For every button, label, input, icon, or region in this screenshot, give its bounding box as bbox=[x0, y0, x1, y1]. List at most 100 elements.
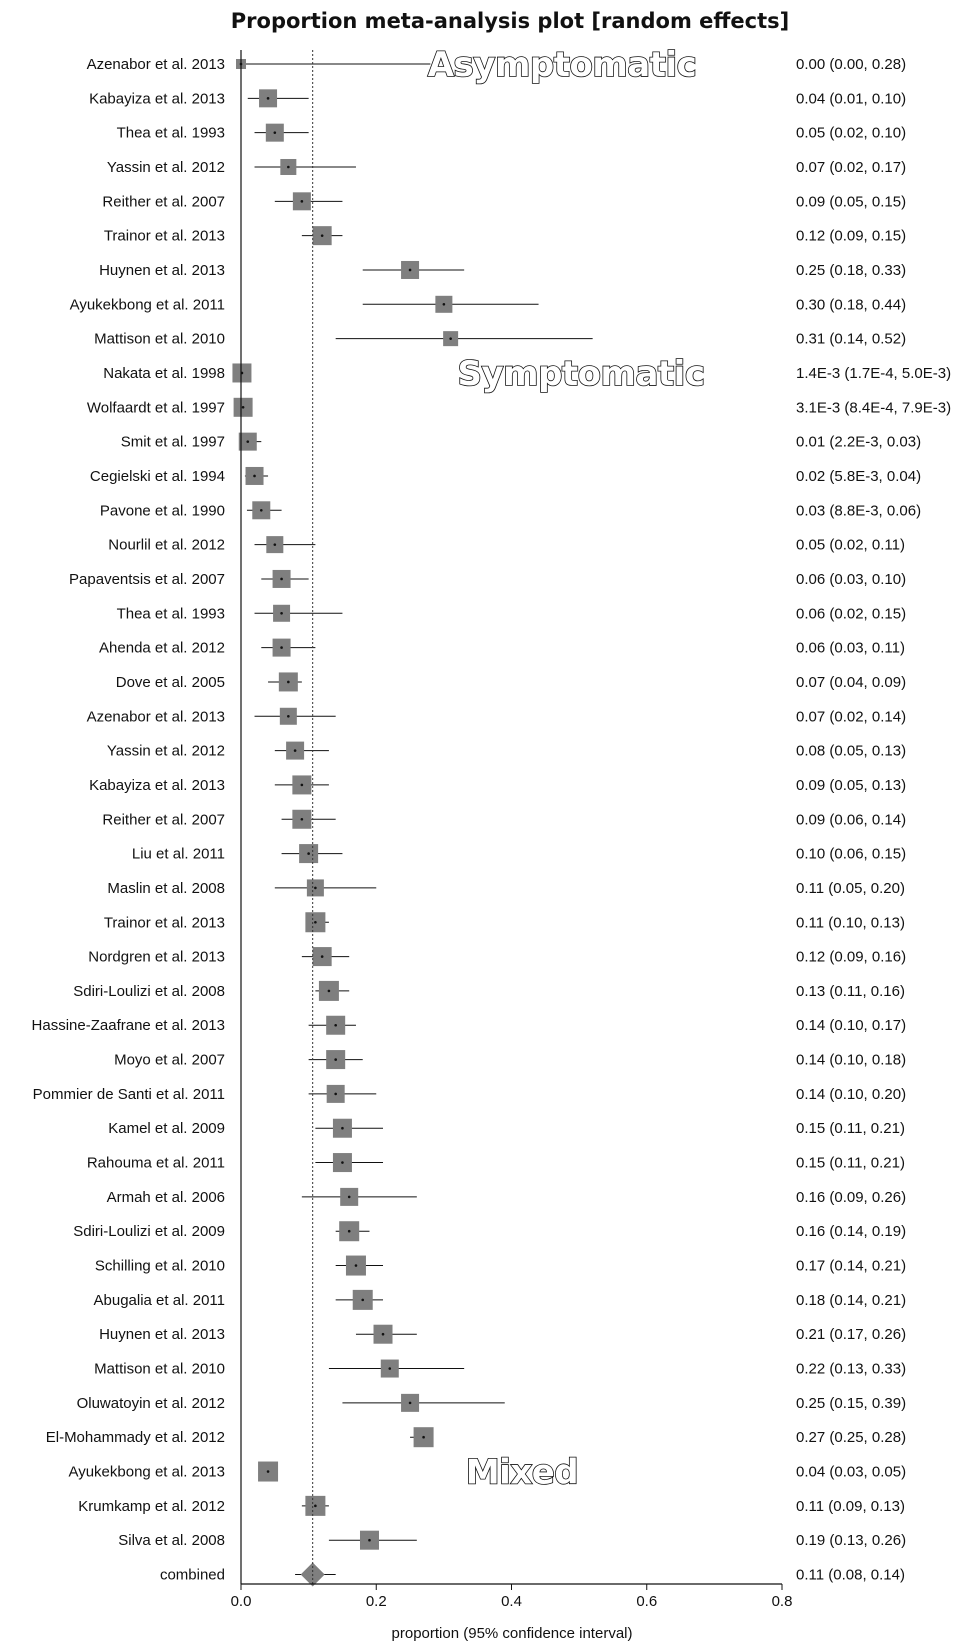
study-row: Armah et al. 2006 0.16 (0.09, 0.26) bbox=[107, 1187, 906, 1206]
point-center bbox=[241, 406, 245, 409]
point-center bbox=[314, 1504, 317, 1508]
study-name: Ahenda et al. 2012 bbox=[99, 640, 225, 657]
study-row: Thea et al. 1993 0.05 (0.02, 0.10) bbox=[117, 123, 906, 142]
estimate-label: 1.4E-3 (1.7E-4, 5.0E-3) bbox=[796, 365, 951, 382]
study-name: Nakata et al. 1998 bbox=[103, 365, 225, 382]
estimate-label: 0.14 (0.10, 0.18) bbox=[796, 1052, 906, 1069]
study-row: Rahouma et al. 2011 0.15 (0.11, 0.21) bbox=[87, 1153, 905, 1173]
point-center bbox=[347, 1229, 351, 1233]
estimate-label: 0.07 (0.02, 0.14) bbox=[796, 708, 906, 725]
study-row: Huynen et al. 2013 0.21 (0.17, 0.26) bbox=[99, 1324, 906, 1344]
point-center bbox=[341, 1126, 344, 1130]
estimate-label: 0.09 (0.05, 0.15) bbox=[796, 193, 906, 210]
group-label-mixed: Mixed bbox=[466, 1453, 578, 1493]
point-center bbox=[354, 1264, 358, 1267]
study-row: Mattison et al. 2010 0.31 (0.14, 0.52) bbox=[94, 331, 906, 348]
point-center bbox=[314, 920, 317, 924]
x-tick-label: 0.6 bbox=[636, 1593, 657, 1610]
study-name: Kabayiza et al. 2013 bbox=[89, 90, 225, 107]
study-name: Yassin et al. 2012 bbox=[107, 159, 225, 176]
study-row: Schilling et al. 2010 0.17 (0.14, 0.21) bbox=[95, 1255, 906, 1276]
study-row: Sdiri-Loulizi et al. 2009 0.16 (0.14, 0.1… bbox=[73, 1221, 906, 1242]
study-name: Rahouma et al. 2011 bbox=[87, 1155, 225, 1172]
point-center bbox=[266, 97, 270, 100]
study-name: Mattison et al. 2010 bbox=[94, 1361, 225, 1378]
study-name: Ayukekbong et al. 2013 bbox=[68, 1464, 225, 1481]
study-name: Kamel et al. 2009 bbox=[108, 1120, 225, 1137]
estimate-label: 0.05 (0.02, 0.11) bbox=[796, 537, 905, 554]
point-center bbox=[280, 611, 283, 615]
study-name: Reither et al. 2007 bbox=[102, 193, 225, 210]
study-name: Abugalia et al. 2011 bbox=[94, 1292, 226, 1309]
point-center bbox=[320, 955, 324, 958]
estimate-label: 0.08 (0.05, 0.13) bbox=[796, 743, 906, 760]
study-row: Cegielski et al. 1994 0.02 (5.8E-3, 0.04) bbox=[90, 466, 921, 485]
study-row: Krumkamp et al. 2012 0.11 (0.09, 0.13) bbox=[78, 1495, 905, 1516]
estimate-label: 0.25 (0.15, 0.39) bbox=[796, 1395, 906, 1412]
study-name: Dove et al. 2005 bbox=[116, 674, 225, 691]
study-name: Krumkamp et al. 2012 bbox=[78, 1498, 225, 1515]
study-row: Ahenda et al. 2012 0.06 (0.03, 0.11) bbox=[99, 638, 905, 657]
study-name: Trainor et al. 2013 bbox=[104, 228, 225, 245]
point-center bbox=[280, 577, 283, 581]
estimate-label: 0.22 (0.13, 0.33) bbox=[796, 1361, 906, 1378]
point-center bbox=[307, 852, 310, 855]
point-center bbox=[408, 268, 412, 272]
point-center bbox=[300, 200, 304, 203]
estimate-label: 0.06 (0.03, 0.11) bbox=[796, 640, 905, 657]
study-row: Nourlil et al. 2012 0.05 (0.02, 0.11) bbox=[108, 536, 905, 554]
study-name: Silva et al. 2008 bbox=[118, 1532, 225, 1549]
x-tick-label: 0.4 bbox=[501, 1593, 522, 1610]
point-center bbox=[300, 783, 304, 787]
point-center bbox=[347, 1195, 351, 1199]
point-center bbox=[246, 440, 250, 443]
estimate-label: 0.13 (0.11, 0.16) bbox=[796, 983, 905, 1000]
estimate-label: 0.17 (0.14, 0.21) bbox=[796, 1258, 906, 1275]
study-row: Wolfaardt et al. 1997 3.1E-3 (8.4E-4, 7.9… bbox=[87, 397, 951, 417]
study-row: Reither et al. 2007 0.09 (0.06, 0.14) bbox=[102, 809, 906, 829]
estimate-label: 0.09 (0.06, 0.14) bbox=[796, 811, 906, 828]
study-row: Nakata et al. 1998 1.4E-3 (1.7E-4, 5.0E-3… bbox=[103, 363, 951, 383]
x-tick-label: 0.2 bbox=[366, 1593, 387, 1610]
study-name: Huynen et al. 2013 bbox=[99, 262, 225, 279]
point-center bbox=[334, 1023, 337, 1027]
study-name: Ayukekbong et al. 2011 bbox=[70, 296, 225, 313]
point-center bbox=[253, 474, 256, 478]
study-row: El-Mohammady et al. 2012 0.27 (0.25, 0.28… bbox=[46, 1427, 906, 1448]
point-center bbox=[287, 714, 290, 718]
point-center bbox=[408, 1401, 412, 1405]
estimate-label: 0.25 (0.18, 0.33) bbox=[796, 262, 906, 279]
study-row: Silva et al. 2008 0.19 (0.13, 0.26) bbox=[118, 1530, 906, 1550]
estimate-label: 0.04 (0.01, 0.10) bbox=[796, 90, 906, 107]
point-center bbox=[280, 646, 283, 649]
estimate-label: 0.06 (0.02, 0.15) bbox=[796, 605, 906, 622]
study-name: Azenabor et al. 2013 bbox=[87, 708, 225, 725]
study-row: Trainor et al. 2013 0.11 (0.10, 0.13) bbox=[104, 912, 905, 933]
point-center bbox=[293, 749, 297, 752]
study-row: Oluwatoyin et al. 2012 0.25 (0.15, 0.39) bbox=[77, 1393, 906, 1412]
study-name: Trainor et al. 2013 bbox=[104, 914, 225, 931]
estimate-label: 0.11 (0.09, 0.13) bbox=[796, 1498, 905, 1515]
estimate-label: 0.15 (0.11, 0.21) bbox=[796, 1120, 905, 1137]
study-row: Maslin et al. 2008 0.11 (0.05, 0.20) bbox=[107, 879, 905, 897]
study-row: Kamel et al. 2009 0.15 (0.11, 0.21) bbox=[108, 1118, 905, 1138]
point-center bbox=[388, 1367, 392, 1370]
study-name: Yassin et al. 2012 bbox=[107, 743, 225, 760]
point-center bbox=[368, 1538, 371, 1542]
study-name: Smit et al. 1997 bbox=[121, 434, 225, 451]
estimate-label: 0.04 (0.03, 0.05) bbox=[796, 1464, 906, 1481]
study-name: Reither et al. 2007 bbox=[102, 811, 225, 828]
study-row: Hassine-Zaafrane et al. 2013 0.14 (0.10, … bbox=[32, 1015, 906, 1035]
study-row: Reither et al. 2007 0.09 (0.05, 0.15) bbox=[102, 192, 906, 211]
study-row: Liu et al. 2011 0.10 (0.06, 0.15) bbox=[132, 844, 906, 864]
point-center bbox=[273, 543, 277, 546]
study-name: Pavone et al. 1990 bbox=[100, 502, 225, 519]
point-center bbox=[259, 508, 263, 512]
study-name: Maslin et al. 2008 bbox=[107, 880, 225, 897]
point-center bbox=[449, 337, 452, 340]
study-row: Pommier de Santi et al. 2011 0.14 (0.10, … bbox=[33, 1084, 906, 1103]
estimate-label: 0.11 (0.05, 0.20) bbox=[796, 880, 905, 897]
point-center bbox=[273, 131, 277, 134]
study-row: Huynen et al. 2013 0.25 (0.18, 0.33) bbox=[99, 260, 906, 279]
estimate-label: 0.14 (0.10, 0.20) bbox=[796, 1086, 906, 1103]
